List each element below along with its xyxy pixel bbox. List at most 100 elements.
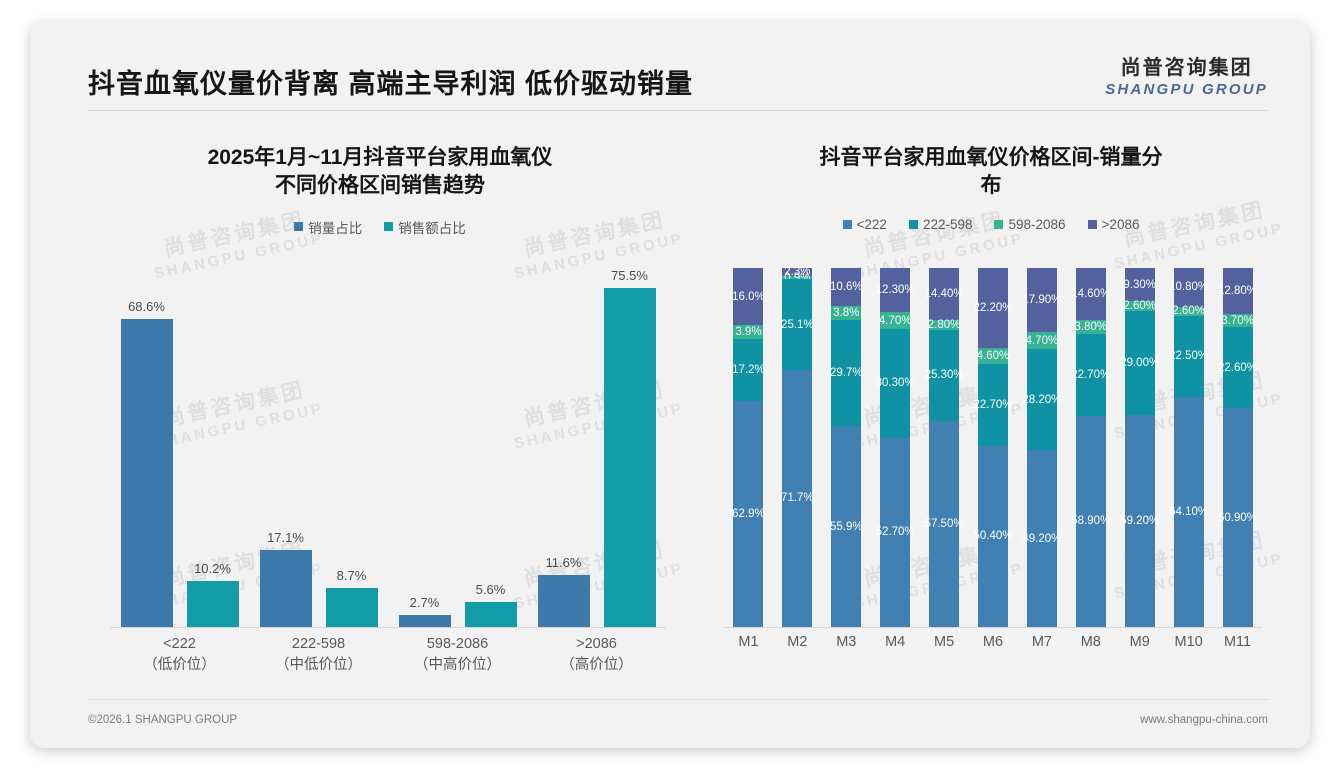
stacked-bar-column[interactable]: 22.20% 4.60% 22.70% 50.40% [969,268,1018,627]
left-chart-title-line2: 不同价格区间销售趋势 [275,174,485,198]
legend-item-right-2[interactable]: 598-2086 [994,216,1066,232]
bar-rect[interactable] [398,614,451,627]
bar-group: 17.1% 8.7% [249,268,388,627]
stacked-bar-column[interactable]: 12.80% 3.70% 22.60% 60.90% [1213,268,1262,627]
stack-segment[interactable]: 22.20% [973,268,1012,348]
bar-column[interactable]: 5.6% [464,268,517,627]
stack-segment[interactable]: 4.70% [1026,332,1058,350]
right-chart-plot: 16.0% 3.9% 17.2% 62.9% 2.3% 0.9% 25.1% 71.7% 10.… [724,266,1262,628]
legend-item-left-1[interactable]: 销售额占比 [384,217,466,237]
stack-segment[interactable]: 3.70% [1221,313,1254,328]
stack-segment[interactable]: 57.50% [925,420,964,627]
stack-segment[interactable]: 14.60% [1071,268,1110,321]
stack-segment[interactable]: 29.7% [830,319,863,427]
legend-label: 销售额占比 [398,220,466,236]
stack-segment[interactable]: 62.9% [732,401,765,627]
bar-rect[interactable] [464,601,517,627]
stack-segment[interactable]: 58.90% [1071,415,1110,627]
stacked-bar: 14.60% 3.80% 22.70% 58.90% [1071,268,1110,627]
category-range: 598-2086 [426,636,489,652]
stack-segment[interactable]: 10.80% [1169,268,1208,307]
stack-segment[interactable]: 10.6% [830,268,863,307]
stacked-bar-column[interactable]: 10.6% 3.8% 29.7% 55.9% [822,268,871,627]
stacked-bar-column[interactable]: 16.0% 3.9% 17.2% 62.9% [724,268,773,627]
stack-segment-label: 17.90% [1022,294,1062,307]
stack-segment[interactable]: 71.7% [781,369,814,627]
stack-segment[interactable]: 2.3% [782,266,813,278]
stack-segment[interactable]: 29.00% [1120,310,1159,415]
stack-segment[interactable]: 25.30% [925,329,964,421]
stack-segment[interactable]: 64.10% [1169,396,1208,627]
bar-column[interactable]: 75.5% [603,268,656,627]
stack-segment[interactable]: 9.30% [1123,268,1156,302]
stacked-bar-column[interactable]: 2.3% 0.9% 25.1% 71.7% [773,266,822,627]
stack-segment-label: 17.2% [732,364,765,377]
month-tick-label: M9 [1129,634,1150,650]
legend-item-left-0[interactable]: 销量占比 [294,217,362,237]
bar-column[interactable]: 17.1% [259,268,312,627]
stack-segment[interactable]: 60.90% [1218,408,1257,627]
stacked-bar: 16.0% 3.9% 17.2% 62.9% [732,268,765,627]
stacked-bar-column[interactable]: 9.30% 2.60% 29.00% 59.20% [1115,268,1164,627]
stack-segment[interactable]: 55.9% [830,426,863,627]
stack-segment[interactable]: 2.60% [1123,300,1156,312]
bar-rect[interactable] [259,550,312,627]
legend-item-right-0[interactable]: <222 [842,217,887,232]
bar-rect[interactable] [120,319,173,627]
stack-segment[interactable]: 12.30% [876,268,915,313]
stacked-bar-column[interactable]: 10.80% 2.60% 22.50% 64.10% [1164,268,1213,627]
stack-segment[interactable]: 16.0% [732,268,765,326]
right-chart-panel: 抖音平台家用血氧仪价格区间-销量分 布 <222 222-598 598-2086 >… [702,122,1280,702]
legend-item-right-3[interactable]: >2086 [1087,217,1139,232]
stacked-bar-column[interactable]: 17.90% 4.70% 28.20% 49.20% [1017,268,1066,627]
stack-segment[interactable]: 17.90% [1022,268,1061,333]
month-tick-label: M1 [738,634,759,650]
stacked-bar: 22.20% 4.60% 22.70% 50.40% [973,268,1012,627]
stack-segment[interactable]: 25.1% [781,279,814,370]
stack-segment[interactable]: 59.20% [1120,414,1159,627]
stack-segment[interactable]: 28.20% [1022,349,1061,451]
right-chart-title-line1: 抖音平台家用血氧仪价格区间-销量分 [819,146,1163,169]
stack-segment[interactable]: 4.70% [879,312,911,330]
stack-segment-label: 29.00% [1120,356,1160,369]
stacked-bar: 17.90% 4.70% 28.20% 49.20% [1022,268,1061,627]
stack-segment[interactable]: 22.70% [1071,334,1110,416]
stack-segment[interactable]: 3.9% [733,325,764,340]
stacked-bar-column[interactable]: 12.30% 4.70% 30.30% 52.70% [871,268,920,627]
bar-rect[interactable] [186,581,239,627]
stack-segment[interactable]: 49.20% [1022,450,1061,627]
legend-item-right-1[interactable]: 222-598 [908,217,972,232]
bar-rect[interactable] [537,574,590,627]
stacked-bar-column[interactable]: 14.60% 3.80% 22.70% 58.90% [1066,268,1115,627]
stack-segment[interactable]: 4.60% [977,347,1009,365]
stack-segment[interactable]: 12.80% [1218,268,1257,314]
stack-segment[interactable]: 30.30% [876,329,915,438]
stack-segment-label: 50.40% [973,530,1013,543]
bar-rect[interactable] [325,587,378,627]
stack-segment[interactable]: 14.40% [925,268,964,320]
stack-segment[interactable]: 22.70% [973,364,1012,446]
stack-segment-label: 2.80% [927,318,961,331]
stack-segment[interactable]: 22.50% [1169,316,1208,397]
bar-value-label: 10.2% [194,561,231,577]
stack-segment[interactable]: 22.60% [1218,327,1257,409]
stack-segment-label: 14.60% [1071,288,1111,301]
stack-segment[interactable]: 17.2% [732,339,765,402]
legend-label: 598-2086 [1008,216,1066,232]
bar-column[interactable]: 8.7% [325,268,378,627]
bar-column[interactable]: 2.7% [398,268,451,627]
category-sublabel: （低价位） [143,657,216,674]
stack-segment[interactable]: 52.70% [876,437,915,627]
stack-segment[interactable]: 2.60% [1172,305,1205,317]
stack-segment[interactable]: 3.8% [831,306,862,320]
stacked-bar-column[interactable]: 14.40% 2.80% 25.30% 57.50% [920,268,969,627]
stack-segment[interactable]: 3.80% [1074,320,1107,335]
stack-segment[interactable]: 50.40% [973,445,1012,627]
stack-segment[interactable]: 2.80% [927,318,961,331]
header-divider [88,110,1268,111]
bar-rect[interactable] [603,288,656,627]
bar-column[interactable]: 68.6% [120,268,173,627]
bar-column[interactable]: 11.6% [537,268,590,627]
bar-column[interactable]: 10.2% [186,268,239,627]
stacked-bar: 2.3% 0.9% 25.1% 71.7% [781,266,814,627]
